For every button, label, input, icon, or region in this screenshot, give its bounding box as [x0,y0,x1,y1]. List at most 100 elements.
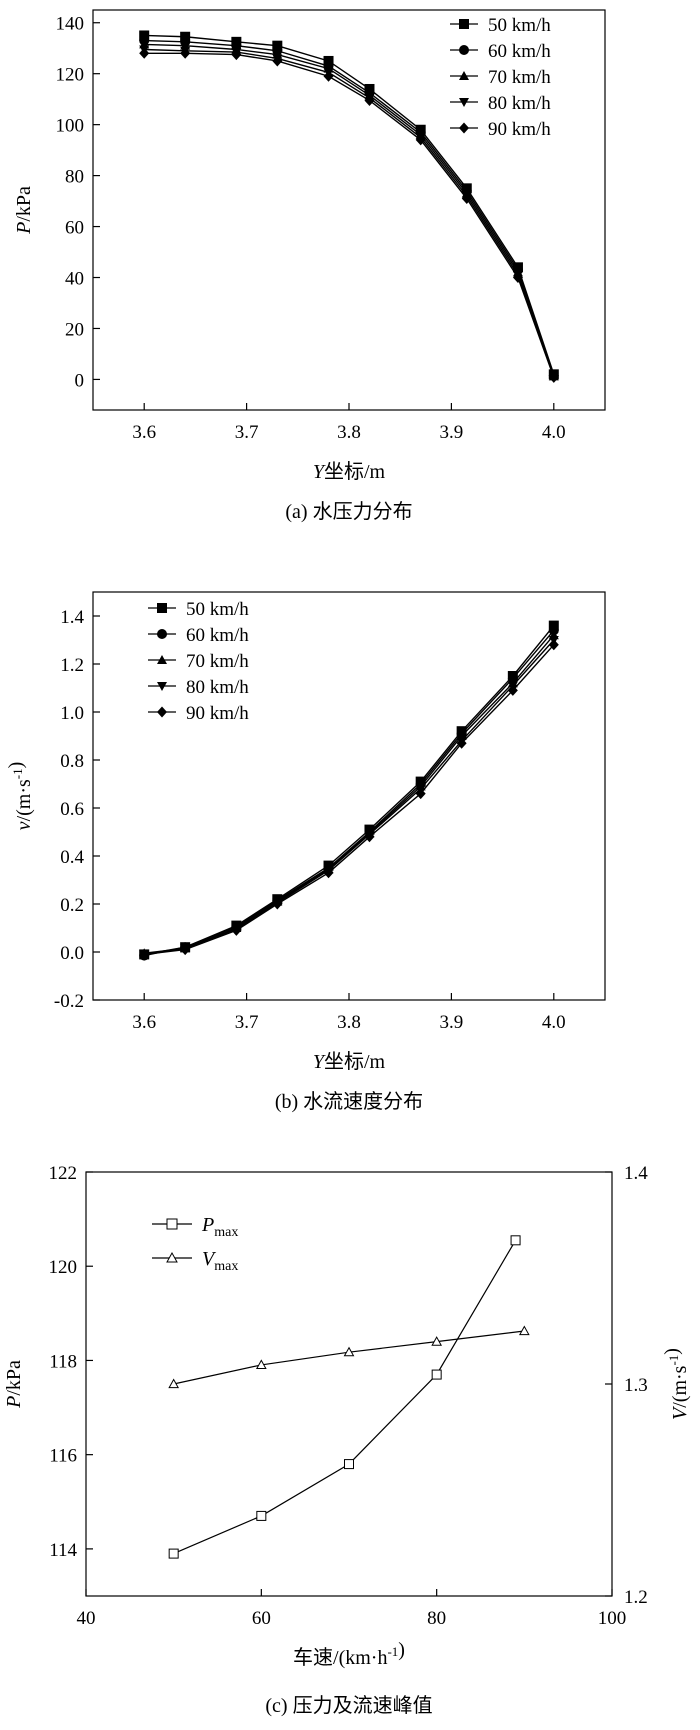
legend-marker [459,98,469,107]
y-tick-label: 0 [75,370,85,391]
x-tick-label: 3.6 [132,1012,156,1033]
legend-label: 70 km/h [488,67,551,88]
chart-peak-values: 40 60 80 100 114 116 118 120 122 1.2 1.3 1.4 Pmax Vma… [3,1163,691,1717]
data-point [518,1325,530,1336]
data-point [343,1346,355,1357]
data-point [323,55,334,66]
y-axis-label: v/(m·s-1) [5,762,35,831]
legend-marker [459,71,469,80]
y2-tick-label: 1.2 [624,1587,648,1608]
legend-label: Pmax [201,1214,238,1240]
data-point [344,1459,354,1470]
series-line [144,43,555,377]
y-tick-label: 0.0 [60,943,84,964]
x-tick-label: 40 [77,1608,96,1629]
x-tick-label: 4.0 [542,1012,566,1033]
data-point [510,1235,521,1246]
x-axis-label: 车速/(km·h-1) [293,1639,405,1669]
x-tick-label: 3.6 [132,422,156,443]
x-tick-label: 3.9 [440,422,464,443]
chart-pressure-distribution: 3.6 3.7 3.8 3.9 4.0 0 20 40 60 80 100 120 140 50 km/h… [13,9,606,523]
data-point [256,1510,267,1521]
series-line [144,48,555,378]
y-tick-label: 1.0 [60,703,84,724]
x-tick-label: 3.7 [235,422,259,443]
y-tick-label: 114 [49,1540,77,1561]
y-tick-label: 118 [49,1351,77,1372]
legend-label: 70 km/h [186,651,249,672]
x-tick-label: 3.8 [337,422,361,443]
x-axis-label: Y坐标/m [313,460,386,483]
y-tick-label: 40 [65,269,84,290]
y-tick-label: 60 [65,218,84,239]
plot-frame [85,1171,613,1597]
series-line [173,1330,525,1385]
legend-label: 50 km/h [488,15,551,36]
data-point [512,272,523,284]
data-point [461,193,472,205]
y2-axis-label: V/(m·s-1) [661,1348,691,1420]
legend-marker [166,1218,178,1230]
legend-label: 50 km/h [186,599,249,620]
legend-marker [157,706,167,718]
x-tick-label: 60 [252,1608,271,1629]
data-point [415,788,426,800]
legend-label: 60 km/h [186,625,249,646]
data-point [272,898,283,910]
y-tick-label: 120 [56,65,85,86]
data-point [364,831,375,843]
y-axis-label: P/kPa [3,1360,25,1409]
data-point [231,49,242,61]
y-axis-label: P/kPa [13,186,35,235]
x-tick-label: 3.7 [235,1012,259,1033]
data-point [323,70,334,82]
y-tick-label: 122 [49,1163,78,1184]
data-point [548,639,559,651]
legend-label: 90 km/h [186,703,249,724]
series-line [144,639,555,956]
data-point [431,1336,443,1346]
series-line [144,39,555,376]
data-point [231,924,242,936]
data-point [507,684,518,696]
series-line [144,625,555,956]
data-point [255,1359,267,1370]
y-tick-label: 0.8 [60,751,84,772]
data-point [180,944,191,956]
chart-velocity-distribution: 3.6 3.7 3.8 3.9 4.0 -0.2 0.0 0.2 0.4 0.6 0.8 1.0 1.2… [5,591,606,1113]
y-tick-label: 116 [49,1446,77,1467]
legend-label: Vmax [202,1248,238,1274]
data-point [548,371,559,383]
legend-marker [157,682,167,691]
y-tick-label: 140 [56,14,85,35]
data-point [180,31,191,42]
data-point [456,737,467,749]
y-tick-label: 120 [49,1257,78,1278]
y-tick-label: 80 [65,167,84,188]
legend-label: 80 km/h [186,677,249,698]
data-point [139,30,150,41]
legend-marker [157,655,167,664]
data-point [180,47,191,59]
y2-tick-label: 1.3 [624,1375,648,1396]
x-axis-label: Y坐标/m [313,1050,386,1073]
legend-marker [157,603,167,613]
y-tick-label: 100 [56,116,85,137]
x-tick-label: 80 [427,1608,446,1629]
series-line [144,52,555,378]
y-tick-label: 1.4 [60,607,84,628]
x-tick-label: 100 [598,1608,627,1629]
legend-marker [459,19,469,29]
data-point [139,47,150,59]
legend-marker [166,1251,178,1263]
y-tick-label: 0.6 [60,799,84,820]
y-tick-label: -0.2 [54,991,84,1012]
x-tick-label: 3.8 [337,1012,361,1033]
x-tick-label: 4.0 [542,422,566,443]
y-tick-label: 0.2 [60,895,84,916]
data-point [431,1369,442,1380]
data-point [364,94,375,106]
y-tick-label: 1.2 [60,655,84,676]
legend-label: 60 km/h [488,41,551,62]
